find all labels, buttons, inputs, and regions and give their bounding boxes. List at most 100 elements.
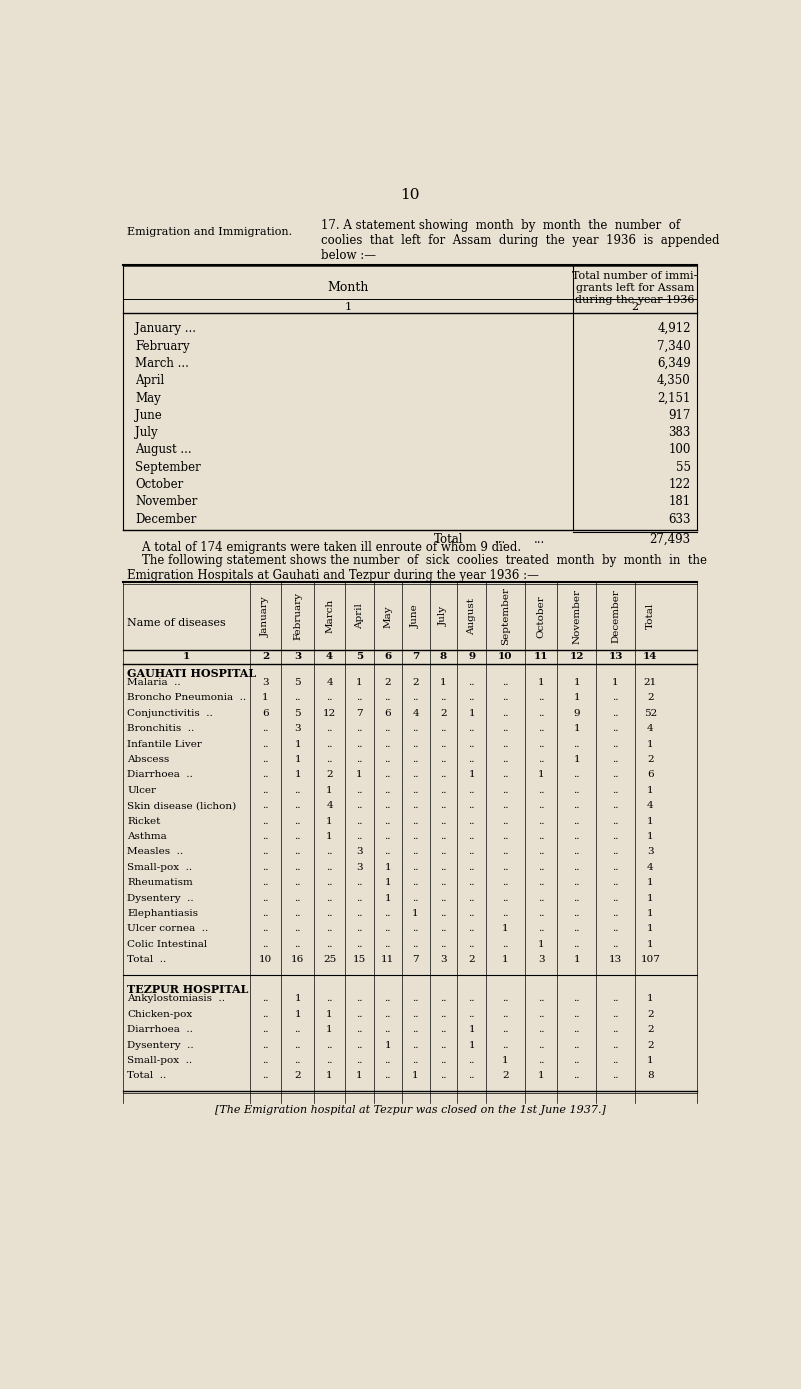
Text: ..: .. [295, 940, 301, 949]
Text: Small-pox  ..: Small-pox .. [127, 863, 192, 872]
Text: ..: .. [295, 1056, 301, 1065]
Text: ..: .. [413, 1010, 419, 1018]
Text: ..: .. [356, 1025, 363, 1035]
Text: ..: .. [384, 832, 391, 840]
Text: 1: 1 [344, 303, 352, 313]
Text: 1: 1 [574, 956, 580, 964]
Text: 4: 4 [326, 801, 333, 810]
Text: ..: .. [413, 817, 419, 825]
Text: ..: .. [612, 1025, 618, 1035]
Text: 1: 1 [295, 1010, 301, 1018]
Text: Skin disease (lichon): Skin disease (lichon) [127, 801, 236, 810]
Text: 9: 9 [468, 651, 475, 661]
Text: ..: .. [574, 863, 580, 872]
Text: ..: .. [384, 739, 391, 749]
Text: ..: .. [574, 832, 580, 840]
Text: ..: .. [263, 786, 269, 795]
Text: ..: .. [502, 817, 509, 825]
Text: ..: .. [574, 771, 580, 779]
Text: September: September [135, 461, 201, 474]
Text: 3: 3 [262, 678, 269, 688]
Text: ..: .. [612, 995, 618, 1003]
Text: ..: .. [612, 1010, 618, 1018]
Text: Chicken-pox: Chicken-pox [127, 1010, 192, 1018]
Text: ..: .. [263, 756, 269, 764]
Text: 1: 1 [384, 863, 391, 872]
Text: 2: 2 [262, 651, 269, 661]
Text: ..: .. [441, 940, 447, 949]
Text: ..: .. [537, 878, 545, 888]
Text: 1: 1 [647, 817, 654, 825]
Text: ..: .. [356, 786, 363, 795]
Text: ..: .. [384, 817, 391, 825]
Text: ..: .. [384, 771, 391, 779]
Text: 2: 2 [384, 678, 391, 688]
Text: ..: .. [326, 924, 332, 933]
Text: ..: .. [612, 847, 618, 857]
Text: ..: .. [441, 878, 447, 888]
Text: ..: .. [356, 995, 363, 1003]
Text: ..: .. [326, 893, 332, 903]
Text: ..: .. [502, 908, 509, 918]
Text: ..: .. [469, 1056, 475, 1065]
Text: ..: .. [441, 1056, 447, 1065]
Text: ..: .. [356, 893, 363, 903]
Text: ..: .. [469, 678, 475, 688]
Text: June: June [411, 604, 420, 628]
Text: Dysentery  ..: Dysentery .. [127, 1040, 194, 1050]
Text: 1: 1 [574, 678, 580, 688]
Text: ..: .. [502, 878, 509, 888]
Text: ..: .. [502, 1025, 509, 1035]
Text: 1: 1 [326, 786, 333, 795]
Text: 1: 1 [574, 693, 580, 703]
Text: ..: .. [574, 1010, 580, 1018]
Text: 52: 52 [644, 708, 657, 718]
Text: ..: .. [612, 786, 618, 795]
Text: 181: 181 [669, 496, 690, 508]
Text: ..: .. [441, 693, 447, 703]
Text: ..: .. [502, 708, 509, 718]
Text: ..: .. [356, 908, 363, 918]
Text: December: December [135, 513, 196, 526]
Text: 12: 12 [570, 651, 584, 661]
Text: Abscess: Abscess [127, 756, 170, 764]
Text: 2: 2 [502, 1071, 509, 1081]
Text: ..: .. [413, 995, 419, 1003]
Text: 2: 2 [326, 771, 333, 779]
Text: ..: .. [413, 724, 419, 733]
Text: ..: .. [441, 1071, 447, 1081]
Text: January: January [261, 596, 270, 636]
Text: ..: .. [537, 1025, 545, 1035]
Text: 4: 4 [326, 651, 333, 661]
Text: ..: .. [612, 878, 618, 888]
Text: ..: .. [384, 1056, 391, 1065]
Text: ..: .. [469, 995, 475, 1003]
Text: 1: 1 [537, 1071, 545, 1081]
Text: 2: 2 [647, 1010, 654, 1018]
Text: ..: .. [295, 847, 301, 857]
Text: 11: 11 [533, 651, 549, 661]
Text: 2: 2 [647, 1040, 654, 1050]
Text: ..: .. [326, 863, 332, 872]
Text: ..: .. [441, 756, 447, 764]
Text: Ankylostomiasis  ..: Ankylostomiasis .. [127, 995, 225, 1003]
Text: ..: .. [413, 786, 419, 795]
Text: 4: 4 [413, 708, 419, 718]
Text: ..: .. [295, 801, 301, 810]
Text: ..: .. [441, 1025, 447, 1035]
Text: ..: .. [356, 817, 363, 825]
Text: 1: 1 [183, 651, 190, 661]
Text: 1: 1 [413, 1071, 419, 1081]
Text: ..: .. [441, 817, 447, 825]
Text: ..: .. [326, 847, 332, 857]
Text: 3: 3 [295, 724, 301, 733]
Text: Total  ..: Total .. [127, 1071, 167, 1081]
Text: October: October [537, 594, 545, 638]
Text: 383: 383 [668, 426, 690, 439]
Text: Ulcer cornea  ..: Ulcer cornea .. [127, 924, 208, 933]
Text: ..: .. [469, 724, 475, 733]
Text: ..: .. [356, 1040, 363, 1050]
Text: 633: 633 [668, 513, 690, 526]
Text: 1: 1 [647, 878, 654, 888]
Text: Total: Total [433, 533, 463, 546]
